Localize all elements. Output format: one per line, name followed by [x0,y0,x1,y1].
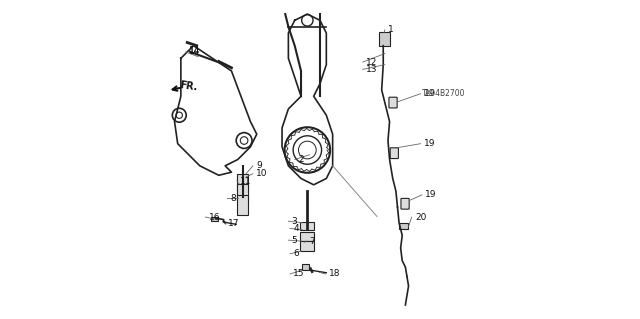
Text: 7: 7 [309,237,315,246]
FancyBboxPatch shape [380,33,390,46]
Text: 13: 13 [366,65,378,74]
FancyBboxPatch shape [389,97,397,108]
FancyBboxPatch shape [300,241,314,250]
FancyBboxPatch shape [300,222,314,230]
FancyBboxPatch shape [237,183,248,201]
FancyBboxPatch shape [401,198,409,209]
Text: TA04B2700: TA04B2700 [422,89,465,98]
Text: 9: 9 [256,161,262,170]
Text: 4: 4 [293,224,299,233]
Text: 19: 19 [425,190,436,199]
FancyBboxPatch shape [301,264,308,270]
Text: 11: 11 [240,176,252,186]
FancyBboxPatch shape [300,232,314,241]
Text: 6: 6 [293,249,299,258]
Text: 17: 17 [228,219,240,228]
Text: 16: 16 [209,212,220,222]
FancyBboxPatch shape [390,148,399,159]
Text: 2: 2 [298,155,303,164]
FancyBboxPatch shape [237,174,248,191]
FancyBboxPatch shape [237,195,248,215]
Text: 20: 20 [415,212,426,222]
Text: 12: 12 [366,58,377,67]
Text: 19: 19 [424,139,435,148]
Text: 3: 3 [292,217,298,226]
Text: 8: 8 [230,194,236,203]
Text: 15: 15 [293,270,305,278]
Text: 14: 14 [189,48,200,56]
Text: 5: 5 [292,236,298,245]
Text: FR.: FR. [179,81,198,93]
Text: 18: 18 [329,270,340,278]
FancyBboxPatch shape [211,217,218,221]
Text: 10: 10 [256,169,268,178]
Text: 1: 1 [388,25,394,34]
Text: 19: 19 [424,89,435,98]
Text: 14: 14 [189,46,200,55]
FancyBboxPatch shape [399,223,408,229]
